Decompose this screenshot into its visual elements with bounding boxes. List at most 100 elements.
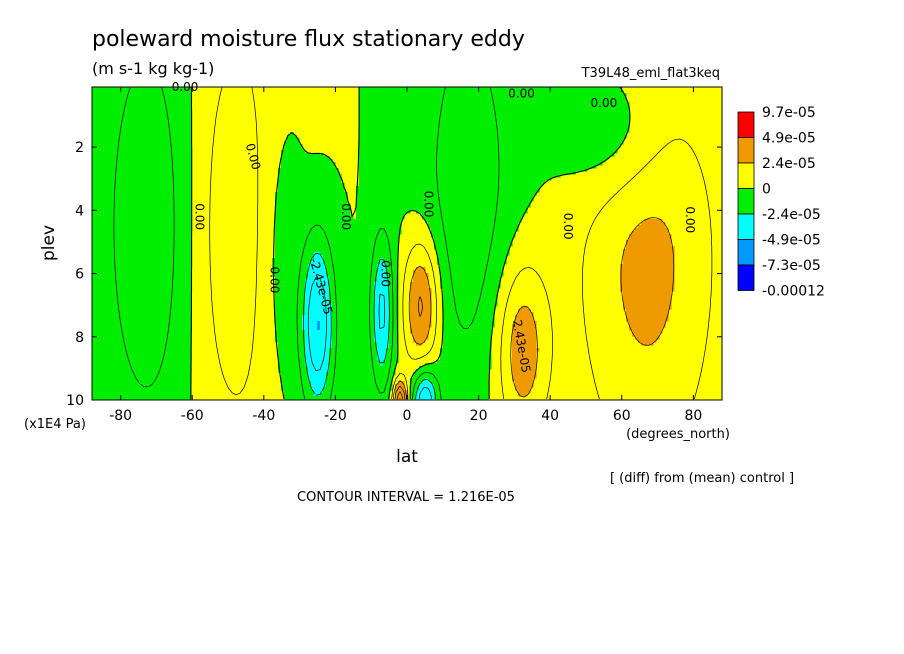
field-cell	[329, 360, 381, 364]
field-cell	[374, 309, 390, 313]
legend-label: -0.00012	[762, 284, 825, 300]
field-cell	[278, 180, 342, 184]
field-cell	[323, 390, 390, 394]
field-cell	[92, 351, 192, 355]
field-cell	[284, 393, 315, 397]
field-cell	[275, 327, 303, 331]
field-cell	[305, 339, 333, 343]
field-cell	[626, 315, 669, 319]
contour-label: 0.00	[243, 142, 263, 171]
legend-label: -2.4e-05	[762, 207, 821, 223]
field-cell	[512, 327, 537, 331]
field-cell	[383, 363, 396, 367]
field-cell	[416, 342, 423, 346]
field-cell	[389, 345, 399, 349]
field-cell	[305, 282, 330, 286]
field-cell	[437, 261, 507, 265]
field-cell	[623, 306, 672, 310]
field-cell	[275, 288, 306, 292]
field-cell	[332, 345, 378, 349]
field-cell	[92, 153, 192, 157]
field-cell	[92, 246, 192, 250]
field-cell	[356, 210, 411, 214]
field-cell	[410, 330, 429, 334]
field-cell	[443, 312, 495, 316]
field-cell	[92, 255, 192, 259]
field-cell	[92, 99, 192, 103]
field-cell	[638, 339, 657, 343]
field-cell	[302, 324, 318, 328]
field-cell	[440, 273, 504, 277]
field-cell	[275, 216, 354, 220]
field-cell	[443, 294, 498, 298]
field-cell	[440, 354, 492, 358]
field-cell	[92, 330, 192, 334]
field-cell	[380, 360, 384, 364]
field-cell	[92, 294, 192, 298]
field-cell	[92, 201, 192, 205]
field-cell	[287, 138, 300, 142]
field-cell	[410, 288, 432, 292]
field-cell	[389, 309, 399, 313]
field-cell	[326, 273, 378, 277]
field-cell	[431, 381, 489, 385]
field-cell	[512, 363, 537, 367]
field-cell	[515, 315, 534, 319]
field-cell	[431, 228, 519, 232]
field-cell	[515, 387, 531, 391]
field-cell	[515, 384, 534, 388]
contour-line	[307, 277, 432, 400]
field-cell	[443, 342, 492, 346]
field-cell	[443, 291, 498, 295]
field-cell	[374, 282, 390, 286]
field-cell	[437, 249, 510, 253]
y-tick-label: 6	[75, 267, 84, 283]
field-cell	[374, 327, 390, 331]
field-cell	[644, 219, 663, 223]
field-cell	[92, 372, 192, 376]
field-cell	[428, 222, 519, 226]
field-cell	[284, 390, 315, 394]
field-cell	[443, 309, 495, 313]
field-cell	[305, 345, 333, 349]
field-cell	[332, 333, 375, 337]
field-cell	[275, 225, 402, 229]
field-cell	[275, 207, 351, 211]
field-cell	[272, 270, 309, 274]
contour-label: 0.00	[339, 203, 353, 230]
field-cell	[356, 213, 405, 217]
field-cell	[419, 384, 435, 388]
plot-area	[92, 87, 722, 400]
field-cell	[92, 117, 192, 121]
field-cell	[92, 120, 192, 124]
field-cell	[359, 159, 606, 163]
field-cell	[410, 303, 432, 307]
field-cell	[374, 300, 390, 304]
field-cell	[275, 201, 348, 205]
field-cell	[92, 108, 192, 112]
field-cell	[92, 303, 192, 307]
field-cell	[311, 381, 327, 385]
field-cell	[521, 306, 528, 310]
field-cell	[359, 174, 561, 178]
field-cell	[623, 294, 672, 298]
field-cell	[410, 378, 426, 382]
field-cell	[323, 258, 381, 262]
field-cell	[275, 282, 306, 286]
field-cell	[356, 186, 540, 190]
field-cell	[443, 321, 495, 325]
field-cell	[275, 285, 306, 289]
contour-line	[392, 217, 675, 400]
contour-label: 0.00	[192, 203, 206, 230]
field-cell	[332, 303, 375, 307]
field-cell	[623, 297, 672, 301]
field-cell	[92, 147, 192, 151]
field-cell	[92, 300, 192, 304]
y-tick-label: 2	[75, 140, 84, 156]
field-cell	[92, 327, 192, 331]
field-cell	[434, 384, 489, 388]
field-cell	[620, 270, 675, 274]
field-cell	[413, 270, 426, 274]
field-cell	[329, 285, 375, 289]
field-cell	[275, 279, 306, 283]
